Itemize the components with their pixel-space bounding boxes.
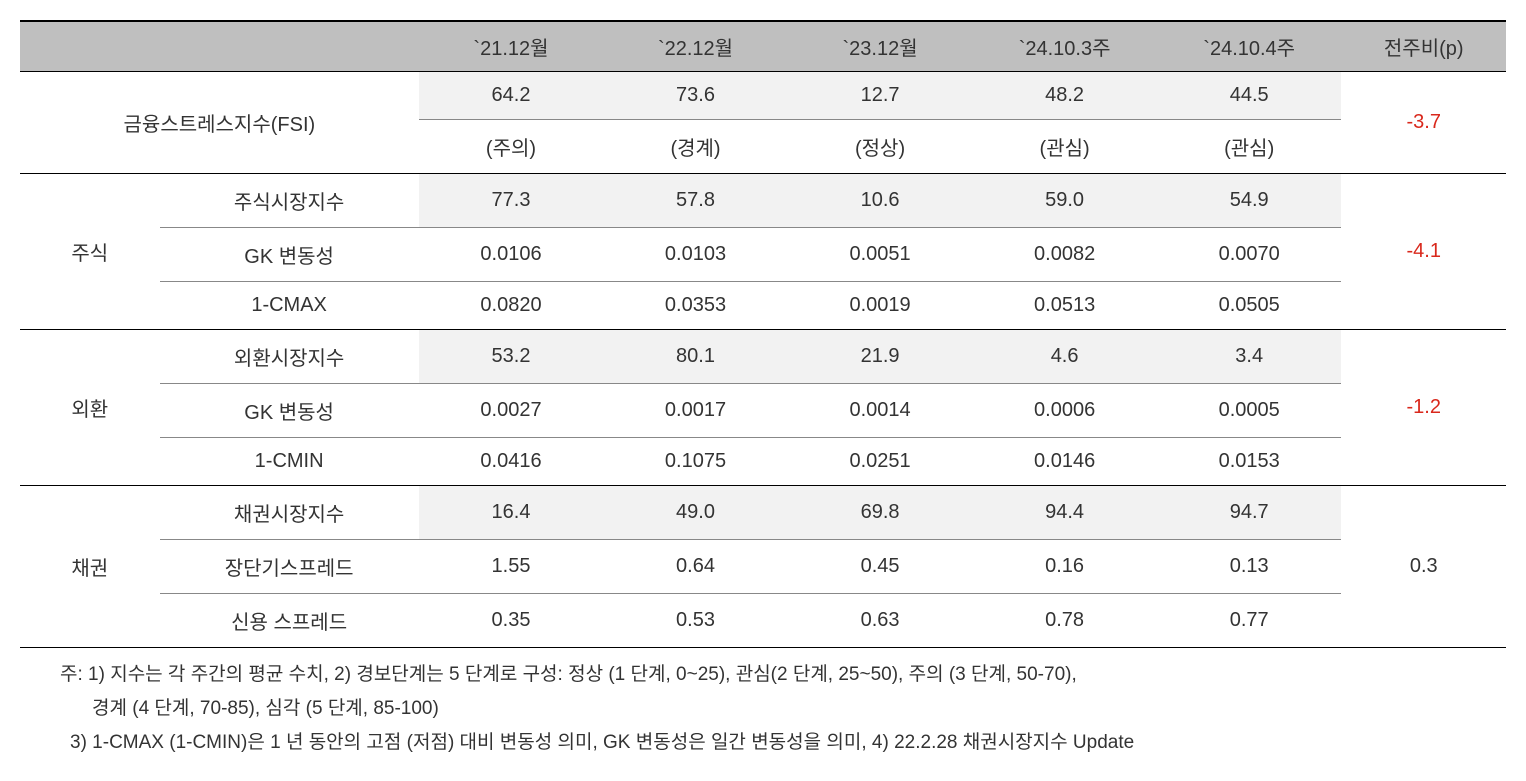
footnote-line: 3) 1-CMAX (1-CMIN)은 1 년 동안의 고점 (저점) 대비 변…: [60, 726, 1506, 760]
value-cell: 44.5: [1157, 72, 1342, 120]
value-cell: 54.9: [1157, 174, 1342, 228]
value-cell: 0.0505: [1157, 282, 1342, 330]
col-header-4: `23.12월: [788, 21, 973, 72]
value-cell: 3.4: [1157, 330, 1342, 384]
value-cell: 0.53: [603, 594, 788, 648]
value-cell: 0.0019: [788, 282, 973, 330]
value-cell: 0.0070: [1157, 228, 1342, 282]
value-cell: 0.13: [1157, 540, 1342, 594]
value-cell: 94.7: [1157, 486, 1342, 540]
value-cell: 0.0006: [972, 384, 1157, 438]
table-header-row: `21.12월`22.12월`23.12월`24.10.3주`24.10.4주전…: [20, 21, 1506, 72]
value-cell: 0.78: [972, 594, 1157, 648]
sub-label: 장단기스프레드: [160, 540, 419, 594]
table-row: 채권채권시장지수16.449.069.894.494.70.3: [20, 486, 1506, 540]
value-cell: 0.0027: [419, 384, 604, 438]
value-cell: 4.6: [972, 330, 1157, 384]
footnote-line: 경계 (4 단계, 70-85), 심각 (5 단계, 85-100): [60, 692, 1506, 726]
change-cell: -3.7: [1341, 72, 1506, 174]
change-cell: -1.2: [1341, 330, 1506, 486]
value-cell: (정상): [788, 120, 973, 174]
table-row: 주식주식시장지수77.357.810.659.054.9-4.1: [20, 174, 1506, 228]
sub-label: 주식시장지수: [160, 174, 419, 228]
value-cell: 94.4: [972, 486, 1157, 540]
col-header-1: [160, 21, 419, 72]
value-cell: 0.0051: [788, 228, 973, 282]
value-cell: 1.55: [419, 540, 604, 594]
value-cell: 0.16: [972, 540, 1157, 594]
table-row: 1-CMAX0.08200.03530.00190.05130.0505: [20, 282, 1506, 330]
value-cell: 0.35: [419, 594, 604, 648]
value-cell: 0.0146: [972, 438, 1157, 486]
table-row: GK 변동성0.00270.00170.00140.00060.0005: [20, 384, 1506, 438]
value-cell: 16.4: [419, 486, 604, 540]
value-cell: 0.0106: [419, 228, 604, 282]
sub-label: 신용 스프레드: [160, 594, 419, 648]
value-cell: 0.0820: [419, 282, 604, 330]
value-cell: 69.8: [788, 486, 973, 540]
value-cell: 0.0251: [788, 438, 973, 486]
table-row: 신용 스프레드0.350.530.630.780.77: [20, 594, 1506, 648]
value-cell: 0.1075: [603, 438, 788, 486]
value-cell: (관심): [972, 120, 1157, 174]
sub-label: 외환시장지수: [160, 330, 419, 384]
value-cell: 0.0153: [1157, 438, 1342, 486]
section-label-fsi: 금융스트레스지수(FSI): [20, 72, 419, 174]
value-cell: 0.64: [603, 540, 788, 594]
value-cell: 0.0513: [972, 282, 1157, 330]
value-cell: 80.1: [603, 330, 788, 384]
value-cell: 59.0: [972, 174, 1157, 228]
table-row: GK 변동성0.01060.01030.00510.00820.0070: [20, 228, 1506, 282]
sub-label: GK 변동성: [160, 384, 419, 438]
col-header-7: 전주비(p): [1341, 21, 1506, 72]
value-cell: 0.0353: [603, 282, 788, 330]
table-row: 1-CMIN0.04160.10750.02510.01460.0153: [20, 438, 1506, 486]
sub-label: 1-CMIN: [160, 438, 419, 486]
value-cell: 0.0082: [972, 228, 1157, 282]
col-header-2: `21.12월: [419, 21, 604, 72]
section-label: 주식: [20, 174, 160, 330]
table-footnotes: 주: 1) 지수는 각 주간의 평균 수치, 2) 경보단계는 5 단계로 구성…: [20, 658, 1506, 761]
value-cell: (경계): [603, 120, 788, 174]
footnote-line: 주: 1) 지수는 각 주간의 평균 수치, 2) 경보단계는 5 단계로 구성…: [60, 658, 1506, 692]
value-cell: 49.0: [603, 486, 788, 540]
value-cell: 64.2: [419, 72, 604, 120]
section-label: 채권: [20, 486, 160, 648]
value-cell: (주의): [419, 120, 604, 174]
value-cell: (관심): [1157, 120, 1342, 174]
value-cell: 0.0005: [1157, 384, 1342, 438]
value-cell: 48.2: [972, 72, 1157, 120]
col-header-0: [20, 21, 160, 72]
col-header-3: `22.12월: [603, 21, 788, 72]
value-cell: 0.45: [788, 540, 973, 594]
value-cell: 0.63: [788, 594, 973, 648]
col-header-6: `24.10.4주: [1157, 21, 1342, 72]
value-cell: 73.6: [603, 72, 788, 120]
value-cell: 10.6: [788, 174, 973, 228]
sub-label: 채권시장지수: [160, 486, 419, 540]
table-row: 금융스트레스지수(FSI)64.273.612.748.244.5-3.7: [20, 72, 1506, 120]
sub-label: GK 변동성: [160, 228, 419, 282]
value-cell: 0.0017: [603, 384, 788, 438]
value-cell: 21.9: [788, 330, 973, 384]
value-cell: 57.8: [603, 174, 788, 228]
sub-label: 1-CMAX: [160, 282, 419, 330]
fsi-table: `21.12월`22.12월`23.12월`24.10.3주`24.10.4주전…: [20, 20, 1506, 648]
value-cell: 12.7: [788, 72, 973, 120]
table-row: 외환외환시장지수53.280.121.94.63.4-1.2: [20, 330, 1506, 384]
value-cell: 0.0103: [603, 228, 788, 282]
change-cell: -4.1: [1341, 174, 1506, 330]
change-cell: 0.3: [1341, 486, 1506, 648]
section-label: 외환: [20, 330, 160, 486]
table-row: 장단기스프레드1.550.640.450.160.13: [20, 540, 1506, 594]
value-cell: 0.0014: [788, 384, 973, 438]
value-cell: 0.0416: [419, 438, 604, 486]
value-cell: 53.2: [419, 330, 604, 384]
value-cell: 0.77: [1157, 594, 1342, 648]
col-header-5: `24.10.3주: [972, 21, 1157, 72]
value-cell: 77.3: [419, 174, 604, 228]
